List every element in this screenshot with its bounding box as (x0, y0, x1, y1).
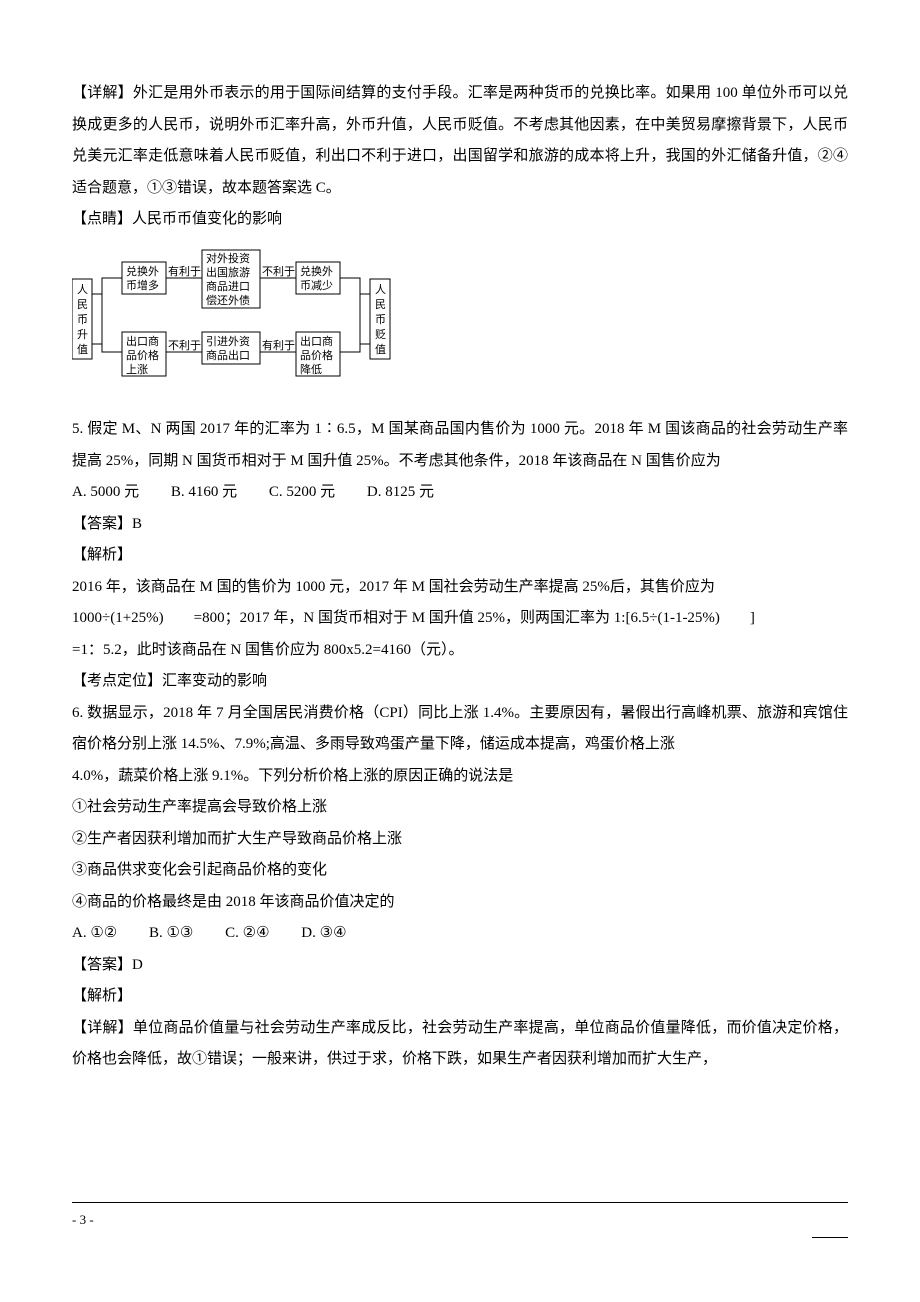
q6-option-c: C. ②④ (225, 918, 269, 950)
svg-text:品价格: 品价格 (126, 348, 159, 362)
q6-option-b: B. ①③ (149, 918, 193, 950)
q6-statement-4: ④商品的价格最终是由 2018 年该商品价值决定的 (72, 887, 848, 919)
q6-statement-2: ②生产者因获利增加而扩大生产导致商品价格上涨 (72, 824, 848, 856)
q5-jiexi-label: 【解析】 (72, 540, 848, 572)
footer-divider (72, 1202, 848, 1203)
svg-text:商品进口: 商品进口 (206, 279, 250, 293)
svg-text:有利于: 有利于 (262, 338, 295, 352)
q6-option-d: D. ③④ (301, 918, 346, 950)
svg-text:人: 人 (77, 283, 88, 296)
svg-text:商品出口: 商品出口 (206, 348, 250, 362)
explanation-paragraph: 【详解】外汇是用外币表示的用于国际间结算的支付手段。汇率是两种货币的兑换比率。如… (72, 78, 848, 204)
svg-text:人: 人 (375, 283, 386, 296)
svg-text:升: 升 (77, 328, 88, 341)
svg-text:值: 值 (375, 343, 386, 356)
svg-text:币: 币 (77, 313, 88, 326)
q5-stem: 5. 假定 M、N 两国 2017 年的汇率为 1∶6.5，M 国某商品国内售价… (72, 414, 848, 477)
q5-option-d: D. 8125 元 (367, 477, 434, 509)
svg-text:对外投资: 对外投资 (206, 251, 250, 265)
q5-detail-line1: 2016 年，该商品在 M 国的售价为 1000 元，2017 年 M 国社会劳… (72, 572, 848, 604)
svg-text:上涨: 上涨 (126, 363, 148, 376)
svg-text:品价格: 品价格 (300, 348, 333, 362)
svg-text:兑换外: 兑换外 (126, 264, 159, 278)
svg-text:出国旅游: 出国旅游 (206, 265, 250, 279)
page-number: - 3 - (72, 1212, 94, 1227)
svg-text:值: 值 (77, 343, 88, 356)
svg-text:引进外资: 引进外资 (206, 334, 250, 348)
svg-text:兑换外: 兑换外 (300, 264, 333, 278)
svg-text:偿还外债: 偿还外债 (206, 293, 250, 307)
q5-detail-line3: =1：5.2，此时该商品在 N 国售价应为 800x5.2=4160（元）。 (72, 635, 848, 667)
svg-text:币减少: 币减少 (300, 279, 333, 292)
q6-stem-line1: 6. 数据显示，2018 年 7 月全国居民消费价格（CPI）同比上涨 1.4%… (72, 698, 848, 761)
svg-text:不利于: 不利于 (168, 339, 201, 352)
tip-heading: 【点睛】人民币币值变化的影响 (72, 204, 848, 236)
footer-right-rule (812, 1237, 848, 1238)
svg-text:民: 民 (77, 299, 88, 311)
q6-options: A. ①② B. ①③ C. ②④ D. ③④ (72, 918, 848, 950)
q5-option-c: C. 5200 元 (269, 477, 335, 509)
q5-option-a: A. 5000 元 (72, 477, 139, 509)
svg-text:降低: 降低 (300, 362, 322, 376)
q6-statement-1: ①社会劳动生产率提高会导致价格上涨 (72, 792, 848, 824)
svg-text:有利于: 有利于 (168, 264, 201, 278)
svg-text:币: 币 (375, 313, 386, 326)
q5-kaodian: 【考点定位】汇率变动的影响 (72, 666, 848, 698)
svg-text:不利于: 不利于 (262, 265, 295, 278)
q6-statement-3: ③商品供求变化会引起商品价格的变化 (72, 855, 848, 887)
svg-text:贬: 贬 (375, 328, 386, 341)
q5-detail-line2: 1000÷(1+25%) =800；2017 年，N 国货币相对于 M 国升值 … (72, 603, 848, 635)
svg-text:出口商: 出口商 (300, 334, 333, 348)
q6-detail: 【详解】单位商品价值量与社会劳动生产率成反比，社会劳动生产率提高，单位商品价值量… (72, 1013, 848, 1076)
q6-option-a: A. ①② (72, 918, 117, 950)
svg-text:出口商: 出口商 (126, 334, 159, 348)
q6-jiexi-label: 【解析】 (72, 981, 848, 1013)
svg-text:民: 民 (375, 299, 386, 311)
q6-stem-line2: 4.0%，蔬菜价格上涨 9.1%。下列分析价格上涨的原因正确的说法是 (72, 761, 848, 793)
page-footer: - 3 - (72, 1202, 848, 1237)
rmb-value-diagram: 人 民 币 升 值 兑换外 币增多 出口商 品价格 上涨 有利于 不利于 对外投… (72, 244, 848, 407)
svg-text:币增多: 币增多 (126, 278, 159, 292)
q5-options: A. 5000 元 B. 4160 元 C. 5200 元 D. 8125 元 (72, 477, 848, 509)
q6-answer: 【答案】D (72, 950, 848, 982)
q5-option-b: B. 4160 元 (171, 477, 237, 509)
page-container: 【详解】外汇是用外币表示的用于国际间结算的支付手段。汇率是两种货币的兑换比率。如… (0, 0, 920, 1260)
q5-answer: 【答案】B (72, 509, 848, 541)
